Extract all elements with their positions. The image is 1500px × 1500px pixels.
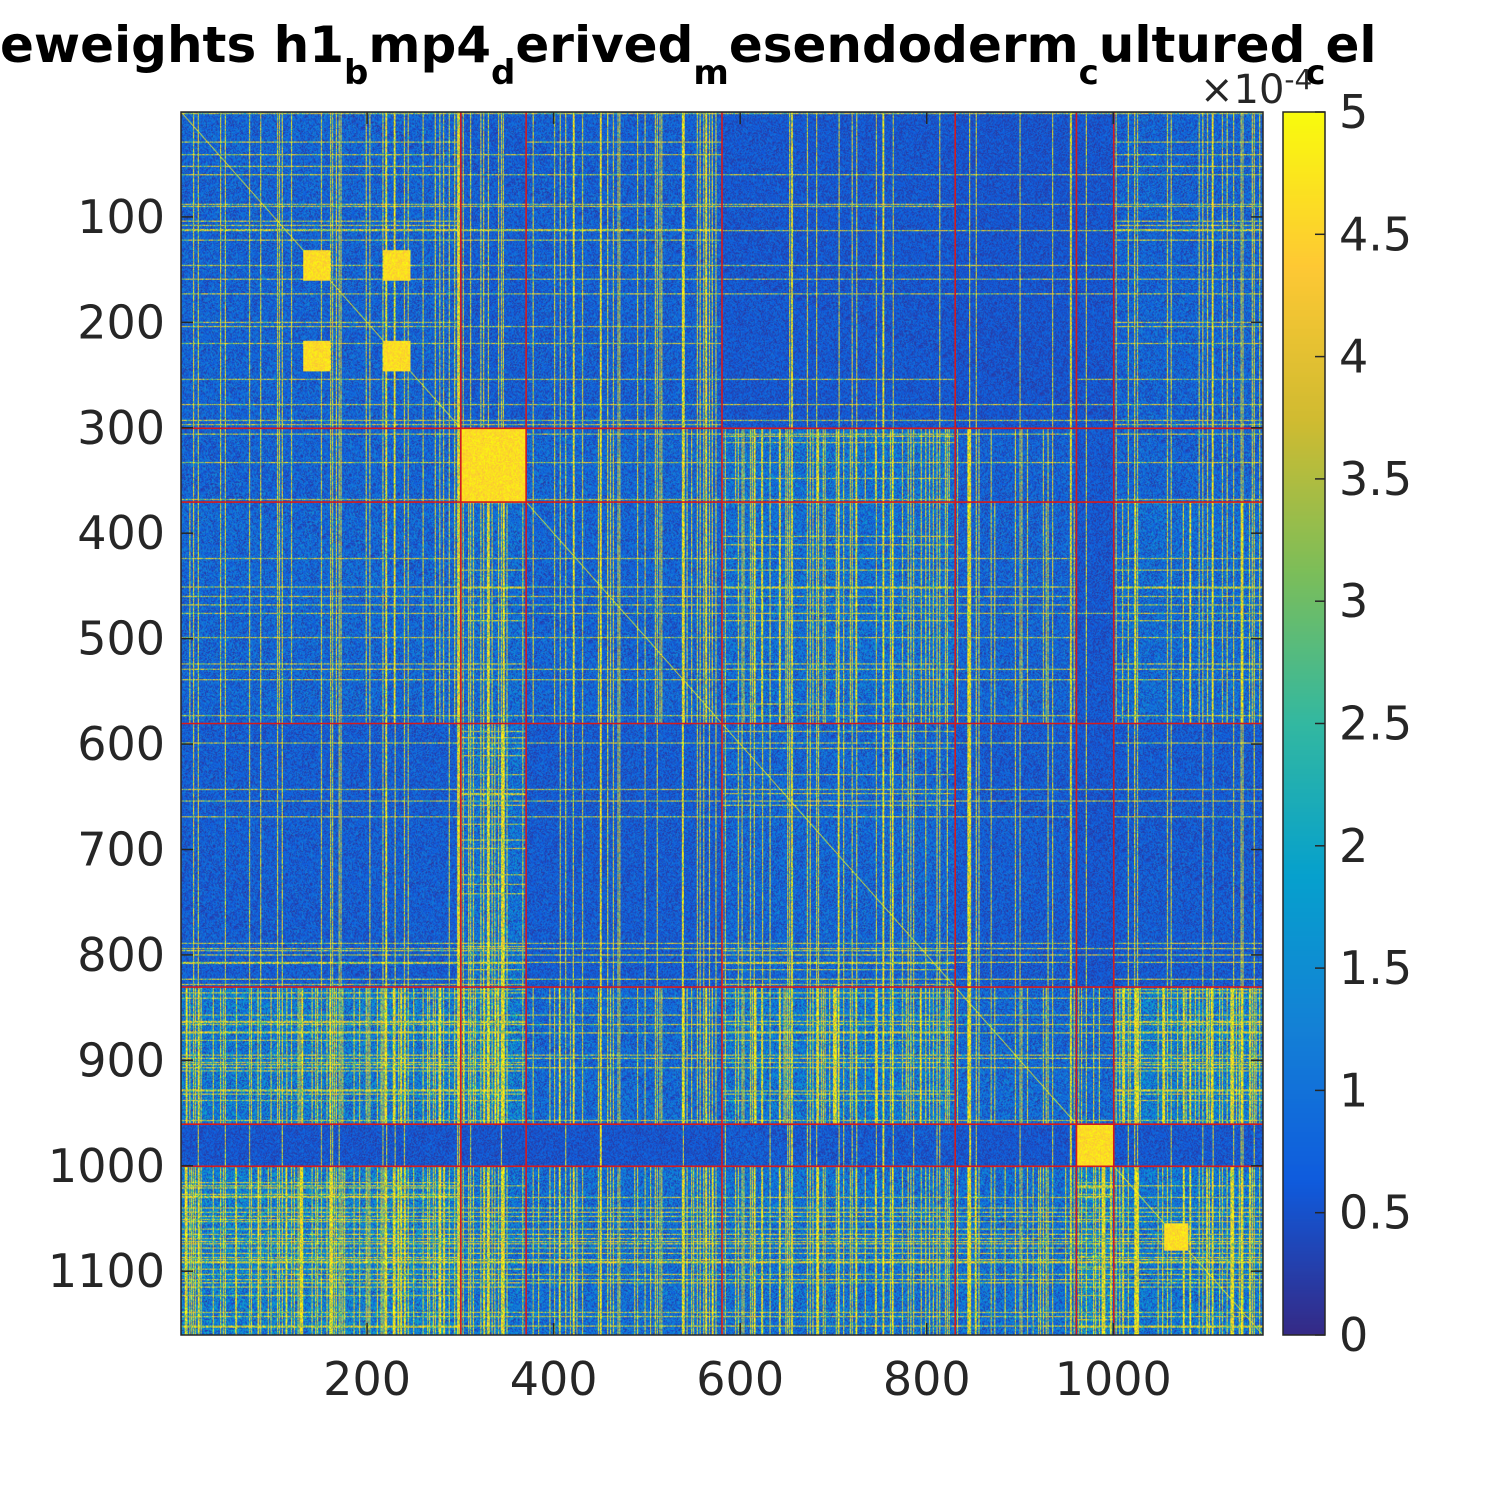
title-segment: eweights h1 [0, 16, 344, 74]
x-tick-label: 200 [323, 1352, 411, 1406]
colorbar-tick-label: 1.5 [1339, 941, 1412, 995]
colorbar-ticks: 0 0.5 1 1.5 2 2.5 3 3.5 4 4.5 5 [1315, 85, 1412, 1362]
colorbar-tick-label: 5 [1339, 85, 1368, 139]
title-segment: m [693, 53, 728, 93]
colorbar-tick-label: 4.5 [1339, 207, 1412, 261]
title-segment: b [344, 53, 368, 93]
y-tick-label: 1000 [48, 1139, 165, 1193]
colorbar-tick-label: 1 [1339, 1063, 1368, 1117]
title-segment: c [1305, 53, 1325, 93]
y-tick-label: 300 [77, 401, 165, 455]
x-tick-label: 600 [696, 1352, 784, 1406]
y-axis: 100 200 300 400 500 600 700 800 900 1000 1100 [48, 190, 1263, 1298]
x-tick-label: 400 [510, 1352, 598, 1406]
title-segment: ultured [1099, 16, 1306, 74]
title-segment: el [1326, 16, 1377, 74]
heatmap-plot-area [180, 111, 1264, 1336]
colorbar-exponent-label: ×10-4 [1200, 63, 1312, 113]
cluster-boundaries [181, 112, 1263, 1335]
colorbar: 0 0.5 1 1.5 2 2.5 3 3.5 4 4.5 5 ×10-4 [1200, 63, 1412, 1362]
y-tick-label: 100 [77, 190, 165, 244]
x-axis: 200 400 600 800 1000 [323, 112, 1172, 1406]
colorbar-tick-label: 0.5 [1339, 1186, 1412, 1240]
title-segment: c [1079, 53, 1099, 93]
title-segment: d [491, 53, 515, 93]
title-segment: esendoderm [729, 16, 1079, 74]
colorbar-tick-label: 3.5 [1339, 452, 1412, 506]
y-tick-label: 800 [77, 928, 165, 982]
y-tick-label: 700 [77, 822, 165, 876]
y-tick-label: 900 [77, 1033, 165, 1087]
y-tick-label: 200 [77, 295, 165, 349]
title-segment: erived [515, 16, 693, 74]
title-segment: mp4 [368, 16, 491, 74]
chart-title: eweights h1bmp4derivedmesendodermculture… [0, 16, 1377, 93]
y-tick-label: 1100 [48, 1244, 165, 1298]
colorbar-tick-label: 3 [1339, 574, 1368, 628]
colorbar-tick-label: 2 [1339, 819, 1368, 873]
y-tick-label: 400 [77, 506, 165, 560]
plot-frame [180, 111, 1264, 1336]
y-tick-label: 500 [77, 612, 165, 666]
x-tick-label: 1000 [1055, 1352, 1172, 1406]
y-tick-label: 600 [77, 717, 165, 771]
x-tick-label: 800 [883, 1352, 971, 1406]
colorbar-tick-label: 0 [1339, 1308, 1368, 1362]
colorbar-tick-label: 4 [1339, 330, 1368, 384]
colorbar-tick-label: 2.5 [1339, 697, 1412, 751]
